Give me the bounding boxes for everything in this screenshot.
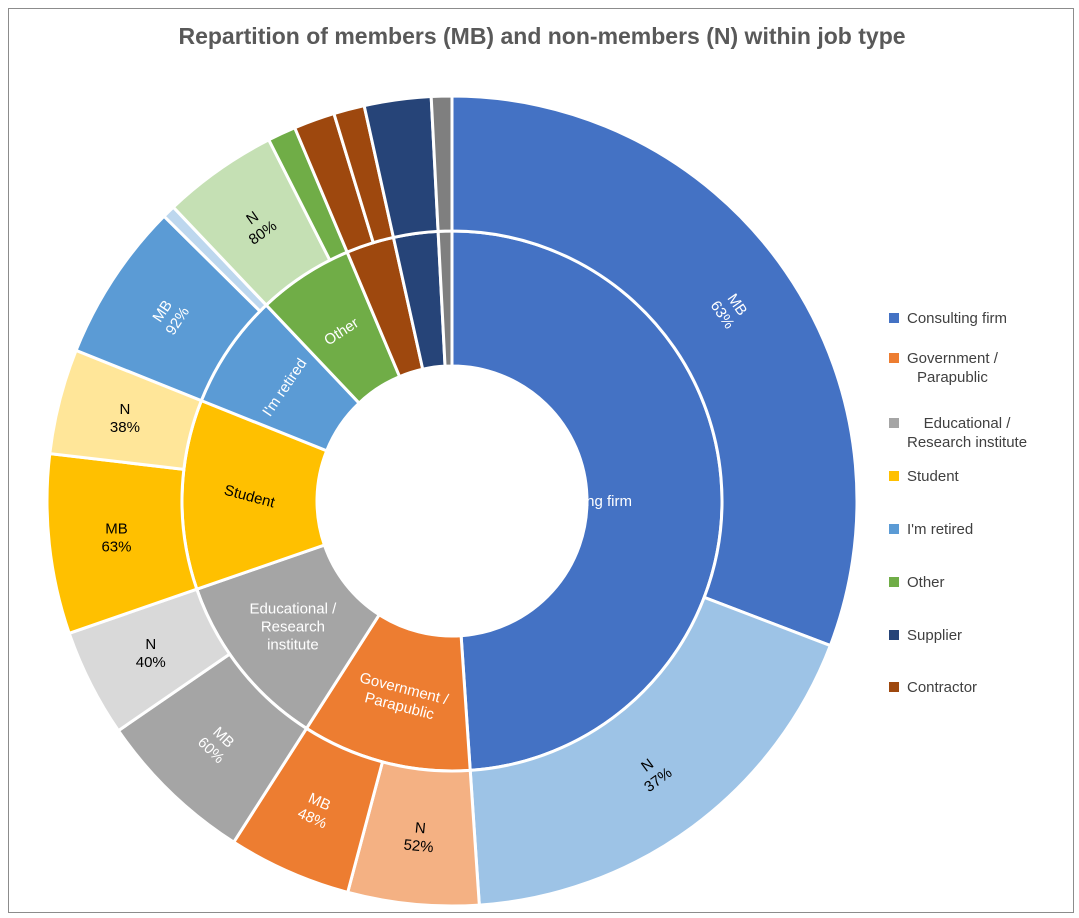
legend-label: Consulting firm [907,310,1008,327]
outer-label-government-parapublic-n-2: N52% [403,819,436,857]
outer-label-student-n-7: N 38% [110,401,140,436]
legend-label: Government / Parapublic [907,350,998,386]
legend-swatch [889,471,899,481]
legend-label: I'm retired [907,521,974,538]
legend-label: Other [907,574,945,591]
legend-item-educational-research-institute[interactable]: Educational / Research institute [889,414,1027,452]
inner-label-consulting-firm-0: Consulting firm [532,493,632,510]
outer-label-educational-research-institute-n-5: N 40% [136,636,166,671]
legend-label: Supplier [907,627,963,644]
legend-swatch [889,630,899,640]
chart-title: Repartition of members (MB) and non-memb… [178,23,906,49]
legend-item-government-parapublic[interactable]: Government / Parapublic [889,349,998,387]
legend-item-contractor[interactable]: Contractor [889,678,977,697]
legend-swatch [889,577,899,587]
outer-segment-consulting-firm-mb-0[interactable] [450,94,859,648]
legend-swatch [889,313,899,323]
outer-segment-educational-research-institute-small-mb-15[interactable] [429,94,454,233]
legend-item-i-m-retired[interactable]: I'm retired [889,520,973,539]
legend-label: Student [907,468,959,485]
legend-swatch [889,353,899,363]
outer-label-student-mb-6: MB 63% [101,520,131,555]
legend-swatch [889,524,899,534]
legend-label: Educational / Research institute [907,415,1028,451]
legend-swatch [889,682,899,692]
inner-label-educational-research-institute-2: Educational / Research institute [250,600,338,653]
legend-item-consulting-firm[interactable]: Consulting firm [889,309,1007,328]
outer-segment-consulting-firm-n-1[interactable] [468,595,833,907]
legend-item-student[interactable]: Student [889,467,959,486]
legend-item-supplier[interactable]: Supplier [889,626,962,645]
legend-item-other[interactable]: Other [889,573,945,592]
legend-swatch [889,418,899,428]
legend-label: Contractor [907,679,978,696]
chart-frame: Repartition of members (MB) and non-memb… [8,8,1074,913]
